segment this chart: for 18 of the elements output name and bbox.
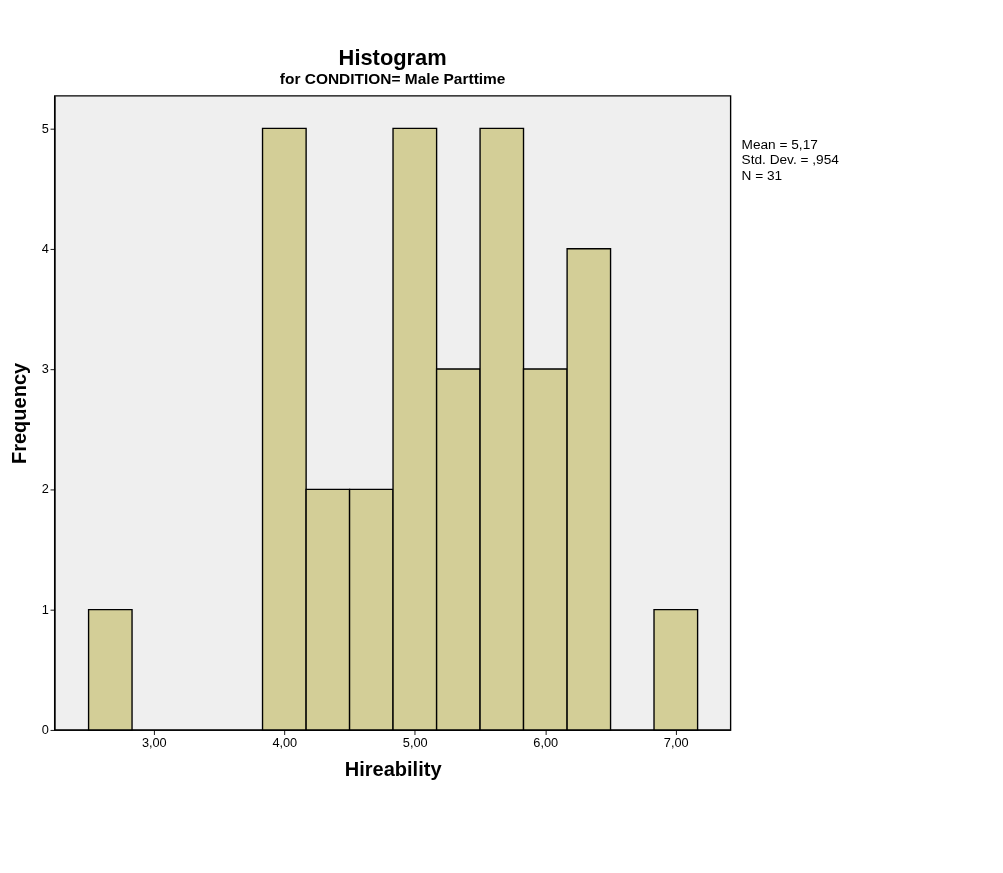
y-tick-label: 4 [41, 240, 49, 256]
y-tick-label: 5 [41, 120, 49, 136]
y-tick-label: 2 [41, 481, 49, 497]
x-tick-label: 7,00 [663, 734, 689, 750]
x-tick-label: 3,00 [141, 734, 167, 750]
text: Std. Dev. = ,954 [741, 152, 840, 168]
x-tick-label: 4,00 [272, 734, 298, 750]
x-tick-label: 6,00 [533, 734, 559, 750]
y-axis-title: Frequency [8, 361, 31, 465]
y-tick-label: 3 [41, 361, 49, 377]
chart-subtitle: for CONDITION= Male Parttime [279, 70, 506, 88]
x-axis-title: Hireability [344, 757, 443, 780]
x-tick-label: 5,00 [402, 734, 428, 750]
y-tick-label: 0 [41, 722, 49, 738]
chart-title: Histogram [338, 44, 447, 70]
y-tick-label: 1 [41, 601, 49, 617]
text: Mean = 5,17 [741, 136, 818, 152]
text: N = 31 [741, 167, 783, 183]
